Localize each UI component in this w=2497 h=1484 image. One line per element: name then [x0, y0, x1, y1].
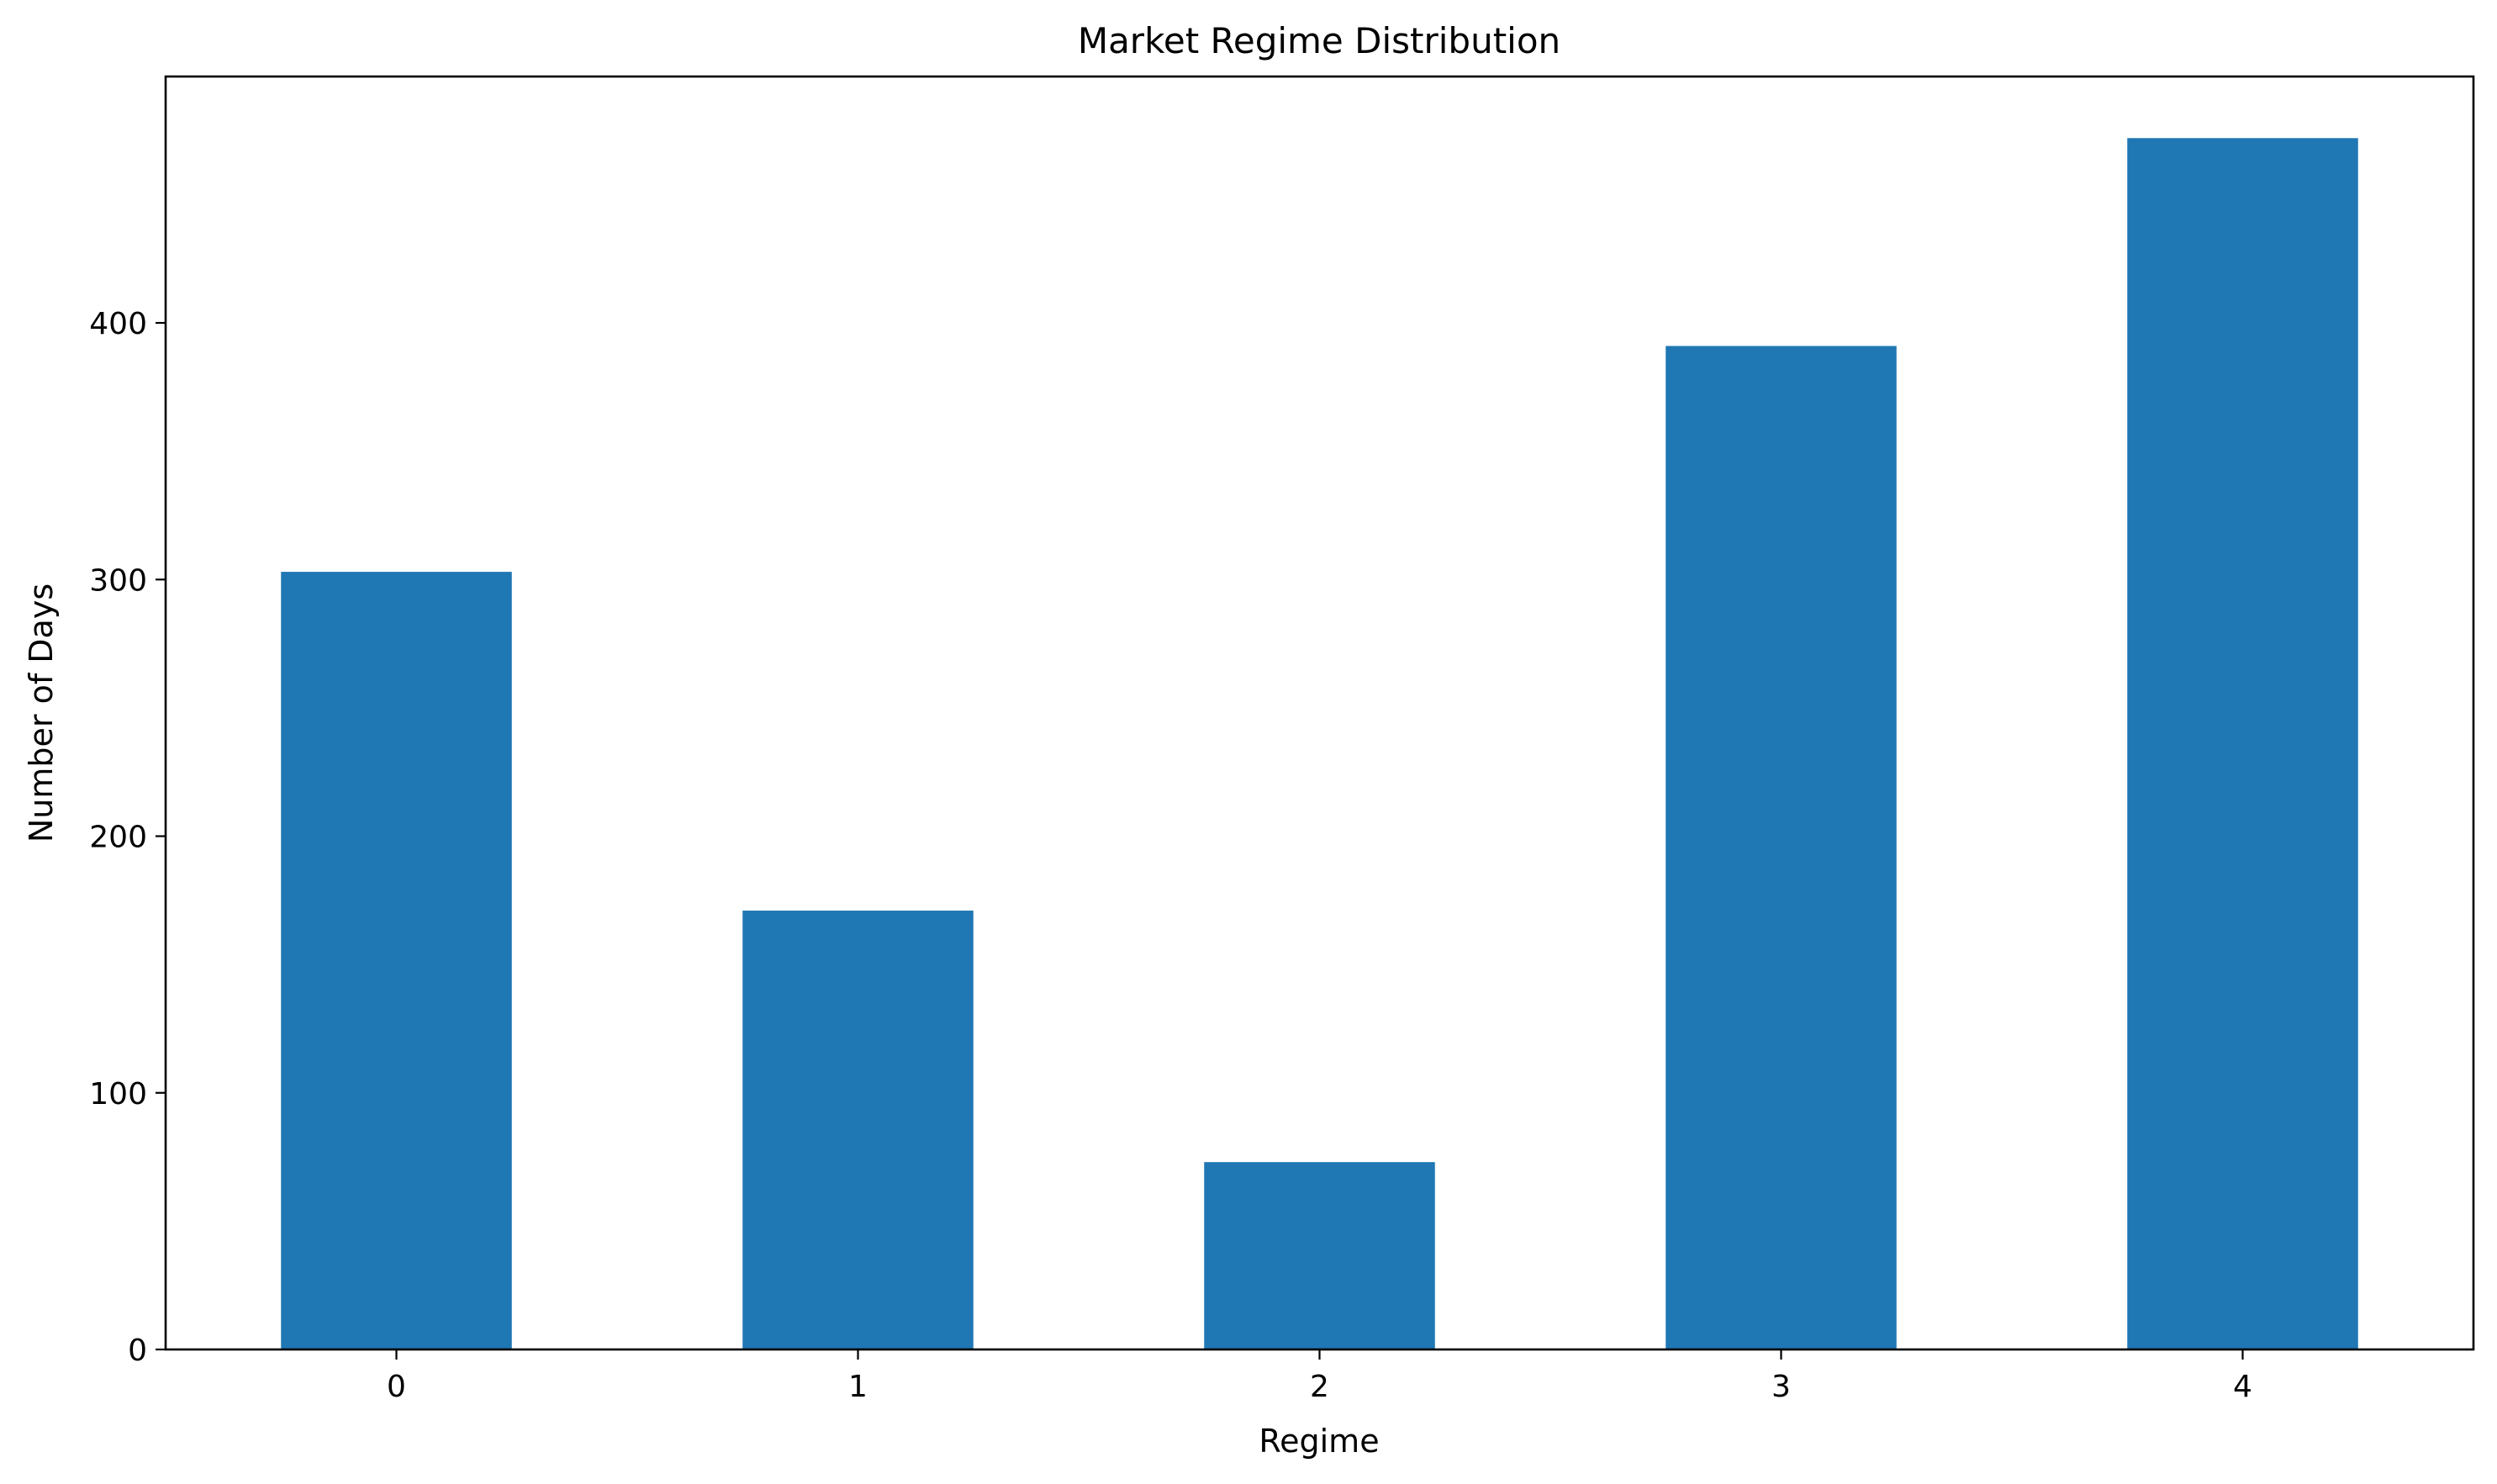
y-axis-label: Number of Days: [23, 584, 60, 842]
bar-regime-2: [1204, 1162, 1435, 1349]
plot-area: [281, 138, 2358, 1349]
y-axis: 0 100 200 300 400: [89, 307, 166, 1368]
x-axis-label: Regime: [1259, 1423, 1379, 1460]
bar-regime-3: [1666, 346, 1897, 1349]
chart-title: Market Regime Distribution: [1078, 20, 1560, 61]
x-tick-label: 0: [387, 1370, 406, 1404]
y-tick-label: 400: [89, 307, 147, 341]
y-tick-label: 300: [89, 563, 147, 598]
x-tick-label: 1: [848, 1370, 868, 1404]
bar-regime-0: [281, 572, 512, 1349]
bar-regime-4: [2127, 138, 2358, 1349]
y-tick-label: 100: [89, 1077, 147, 1112]
y-tick-label: 200: [89, 821, 147, 855]
x-axis: 0 1 2 3 4: [387, 1349, 2252, 1404]
bar-regime-1: [742, 911, 974, 1349]
x-tick-label: 2: [1310, 1370, 1329, 1404]
x-tick-label: 3: [1771, 1370, 1791, 1404]
y-tick-label: 0: [128, 1333, 147, 1368]
x-tick-label: 4: [2233, 1370, 2252, 1404]
